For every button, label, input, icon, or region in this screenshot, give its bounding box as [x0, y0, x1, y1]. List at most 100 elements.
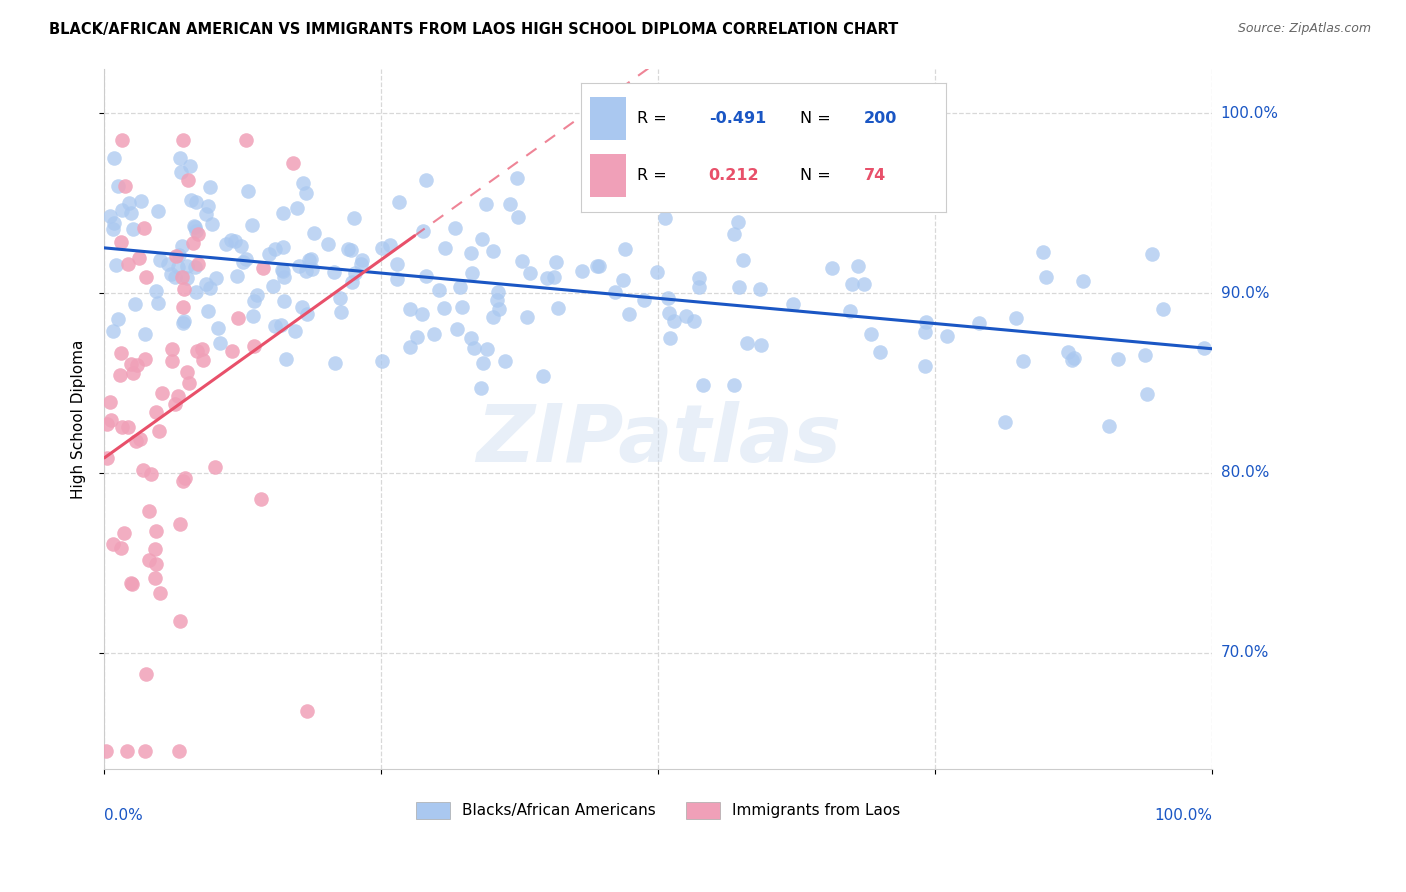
Point [146, 204, 169, 219]
Point [96, 417, 118, 432]
Point [433, 240, 456, 254]
Point [146, 296, 169, 310]
Point [183, 219, 205, 233]
Point [104, 258, 127, 272]
Point [221, 344, 243, 359]
Point [120, 357, 142, 371]
Point [111, 133, 134, 147]
Point [240, 218, 263, 232]
Point [273, 269, 295, 284]
Point [204, 270, 226, 285]
Point [1063, 351, 1085, 365]
Point [274, 352, 297, 367]
Point [688, 271, 710, 285]
Point [129, 432, 152, 446]
Point [170, 269, 193, 284]
Point [271, 239, 294, 253]
Point [494, 353, 516, 368]
Point [195, 277, 218, 291]
Point [170, 165, 193, 179]
Point [184, 224, 207, 238]
Point [482, 244, 505, 259]
Point [110, 541, 132, 556]
Point [120, 575, 142, 590]
Point [134, 744, 156, 758]
Point [207, 321, 229, 335]
Point [994, 415, 1017, 429]
Point [219, 233, 242, 247]
Text: 100.0%: 100.0% [1154, 808, 1212, 822]
Point [238, 185, 260, 199]
Point [675, 309, 697, 323]
Point [723, 377, 745, 392]
Point [470, 381, 492, 395]
Point [157, 257, 180, 271]
Point [139, 467, 162, 482]
Point [264, 318, 287, 333]
Point [449, 280, 471, 294]
Point [1136, 387, 1159, 401]
Point [201, 217, 224, 231]
Point [399, 340, 422, 354]
Point [751, 338, 773, 352]
Point [194, 207, 217, 221]
Point [270, 263, 292, 277]
Point [723, 227, 745, 242]
Point [180, 193, 202, 207]
Point [200, 179, 222, 194]
Point [232, 255, 254, 269]
Point [135, 270, 157, 285]
Point [1133, 348, 1156, 362]
Text: Source: ZipAtlas.com: Source: ZipAtlas.com [1237, 22, 1371, 36]
Point [111, 203, 134, 218]
Point [107, 178, 129, 193]
Y-axis label: High School Diploma: High School Diploma [72, 339, 86, 499]
Point [197, 198, 219, 212]
Point [350, 257, 373, 271]
Point [546, 254, 568, 268]
Point [617, 307, 640, 321]
Point [460, 246, 482, 260]
Point [172, 474, 194, 488]
Point [176, 365, 198, 379]
Point [654, 211, 676, 226]
Point [547, 301, 569, 315]
Point [191, 342, 214, 356]
Point [323, 265, 346, 279]
Point [846, 259, 869, 273]
Point [181, 236, 204, 251]
Point [145, 405, 167, 419]
Point [820, 260, 842, 275]
Point [499, 197, 522, 211]
Point [229, 239, 252, 253]
Point [412, 224, 434, 238]
Point [127, 358, 149, 372]
Point [463, 342, 485, 356]
Point [446, 322, 468, 336]
Point [150, 386, 173, 401]
Point [339, 243, 361, 257]
Point [135, 666, 157, 681]
Point [191, 352, 214, 367]
Point [257, 246, 280, 260]
Point [96, 744, 118, 758]
Point [340, 275, 363, 289]
Point [243, 339, 266, 353]
Point [461, 266, 484, 280]
Point [586, 259, 609, 273]
Point [295, 186, 318, 200]
Point [103, 216, 125, 230]
Point [443, 220, 465, 235]
Point [336, 242, 359, 256]
Point [471, 232, 494, 246]
Text: 70.0%: 70.0% [1220, 645, 1268, 660]
Point [731, 253, 754, 268]
Point [124, 297, 146, 311]
Point [98, 395, 121, 409]
Point [100, 413, 122, 427]
Point [160, 343, 183, 357]
Point [423, 327, 446, 342]
Point [841, 277, 863, 292]
Point [186, 344, 208, 359]
Point [633, 293, 655, 308]
